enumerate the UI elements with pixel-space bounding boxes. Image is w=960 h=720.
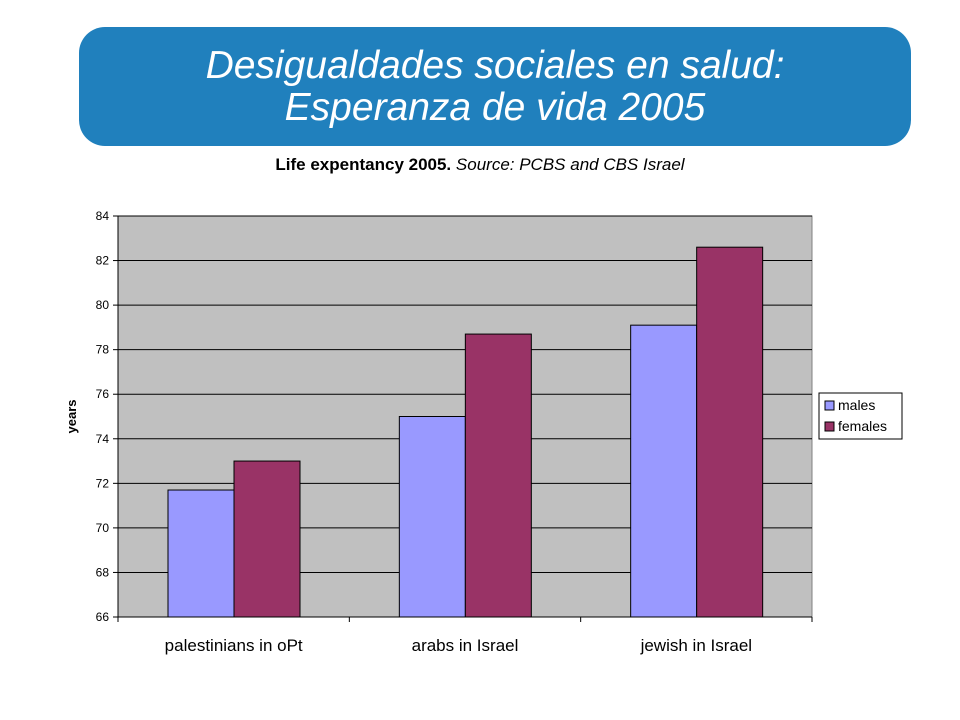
bar-females-2: [696, 246, 764, 618]
y-tick-label: 76: [96, 387, 110, 401]
y-tick-label: 66: [96, 610, 110, 624]
y-axis-label: years: [64, 400, 79, 434]
x-tick-label: arabs in Israel: [412, 636, 519, 655]
bar-females-1: [464, 333, 532, 618]
bar-males-1: [398, 416, 466, 618]
x-tick-label: jewish in Israel: [640, 636, 753, 655]
bar-males-0: [167, 489, 235, 618]
y-tick-label: 80: [96, 298, 110, 312]
title-banner: Desigualdades sociales en salud: Esperan…: [79, 27, 911, 146]
y-tick-label: 70: [96, 521, 110, 535]
y-tick-label: 78: [96, 343, 110, 357]
chart-title-main: Life expentancy 2005.: [275, 155, 452, 174]
y-tick-label: 82: [96, 254, 110, 268]
legend-label-females: females: [838, 418, 887, 434]
chart-title: Life expentancy 2005. Source: PCBS and C…: [0, 155, 960, 175]
slide-title-line1: Desigualdades sociales en salud:: [205, 43, 785, 87]
bar-females-0: [233, 460, 301, 618]
legend-swatch-females: [824, 421, 835, 432]
legend-swatch-males: [824, 400, 835, 411]
x-tick-label: palestinians in oPt: [165, 636, 303, 655]
legend-label-males: males: [838, 397, 875, 413]
chart-title-source: Source: PCBS and CBS Israel: [455, 155, 685, 174]
bar-males-2: [630, 324, 698, 618]
y-tick-label: 68: [96, 565, 110, 579]
y-tick-label: 74: [96, 432, 110, 446]
y-tick-label: 72: [96, 476, 110, 490]
y-tick-label: 84: [96, 209, 110, 223]
slide-title-line2: Esperanza de vida 2005: [284, 85, 706, 129]
